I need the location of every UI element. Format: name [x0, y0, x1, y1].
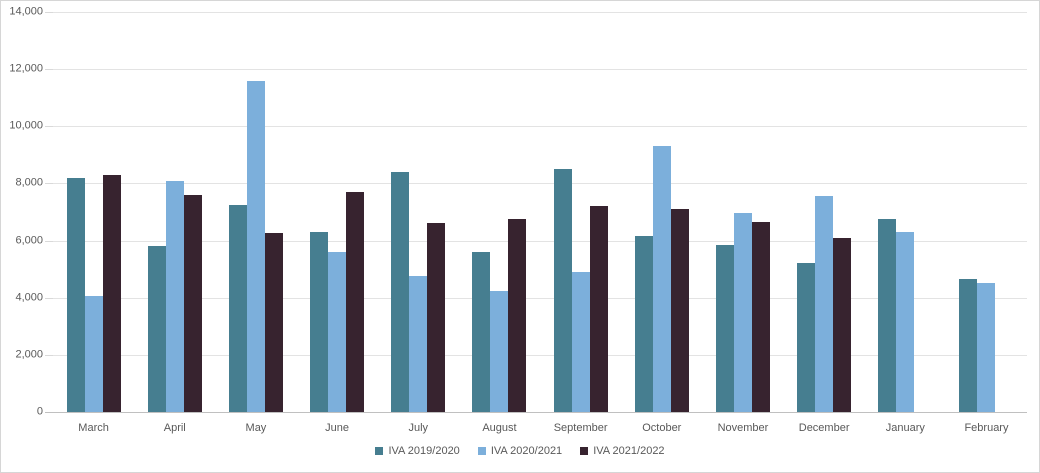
category-label: June [325, 422, 350, 434]
bar-group [865, 12, 946, 412]
gridline [53, 354, 1027, 356]
bar [652, 146, 671, 412]
bar [391, 172, 410, 412]
bar [815, 196, 834, 412]
x-axis-line [45, 412, 1027, 413]
gridline [53, 69, 1027, 71]
y-axis-tick [45, 12, 53, 13]
y-axis-tick-label: 4,000 [15, 291, 43, 304]
gridline [53, 126, 1027, 128]
bar-group [53, 12, 134, 412]
bar [751, 222, 770, 412]
bar [959, 279, 978, 412]
bar [553, 169, 572, 412]
bar [896, 232, 915, 412]
legend-label: IVA 2019/2020 [388, 445, 460, 457]
bar-group [134, 12, 215, 412]
bar [328, 252, 347, 412]
legend-label: IVA 2021/2022 [593, 445, 665, 457]
y-axis-tick-label: 6,000 [15, 234, 43, 247]
bar [797, 263, 816, 412]
category-label: January [885, 422, 925, 434]
legend-swatch-icon [477, 447, 486, 455]
category-label: March [78, 422, 109, 434]
bar-groups [53, 12, 1027, 412]
bar-group [784, 12, 865, 412]
bar [409, 276, 428, 412]
legend-swatch-icon [375, 447, 384, 455]
legend-item: IVA 2020/2021 [477, 445, 563, 457]
chart-legend: IVA 2019/2020 IVA 2020/2021 IVA 2021/2022 [1, 442, 1039, 460]
bar-group [459, 12, 540, 412]
y-axis-tick-label: 0 [36, 405, 43, 418]
y-axis-tick [45, 183, 53, 185]
bar [102, 174, 121, 412]
bar [508, 219, 527, 412]
category-label: July [408, 422, 429, 434]
category-label: December [798, 422, 850, 434]
legend-item: IVA 2019/2020 [375, 445, 460, 457]
bar-group [297, 12, 378, 412]
bar [670, 209, 689, 412]
y-axis-tick-label: 10,000 [9, 119, 43, 132]
gridline [53, 183, 1027, 185]
bar [571, 272, 590, 412]
bar [833, 237, 852, 412]
plot-area [53, 12, 1027, 412]
bar [589, 206, 608, 412]
gridline [53, 240, 1027, 242]
legend-item: IVA 2021/2022 [580, 445, 665, 457]
gridline [53, 297, 1027, 299]
bar [183, 194, 202, 412]
bar [715, 244, 734, 412]
bar [427, 223, 446, 412]
y-axis-tick [45, 297, 53, 299]
y-axis-tick-label: 8,000 [15, 176, 43, 189]
bar-group [621, 12, 702, 412]
bar [84, 296, 103, 412]
category-label: April [163, 422, 186, 434]
gridline [53, 12, 1027, 13]
bar [977, 283, 996, 412]
y-axis-tick [45, 240, 53, 242]
x-axis-labels: March April May June July August September Octo… [53, 415, 1027, 435]
y-axis-tick [45, 69, 53, 71]
bar [346, 192, 365, 412]
bar [264, 233, 283, 412]
bar [147, 246, 166, 412]
y-axis-tick-label: 2,000 [15, 348, 43, 361]
category-label: May [245, 422, 267, 434]
bar [228, 204, 247, 412]
bar-group [702, 12, 783, 412]
category-label: October [642, 422, 682, 434]
bar-group [946, 12, 1027, 412]
category-label: September [553, 422, 608, 434]
legend-swatch-icon [580, 447, 589, 455]
y-axis-tick-label: 12,000 [9, 62, 43, 75]
bar-group [378, 12, 459, 412]
bar [246, 80, 265, 412]
y-axis-tick [45, 354, 53, 356]
bar [733, 213, 752, 412]
category-label: February [964, 422, 1009, 434]
category-label: November [717, 422, 769, 434]
bar-group [215, 12, 296, 412]
legend-label: IVA 2020/2021 [490, 445, 563, 457]
category-label: August [482, 422, 517, 434]
bar [165, 180, 184, 412]
bar [66, 177, 85, 412]
bar [490, 290, 509, 412]
bar [310, 232, 329, 412]
y-axis-tick-label: 14,000 [9, 5, 43, 18]
bar [878, 219, 897, 412]
bar [634, 236, 653, 412]
bar [472, 252, 491, 412]
y-axis-tick [45, 126, 53, 128]
bar-group [540, 12, 621, 412]
